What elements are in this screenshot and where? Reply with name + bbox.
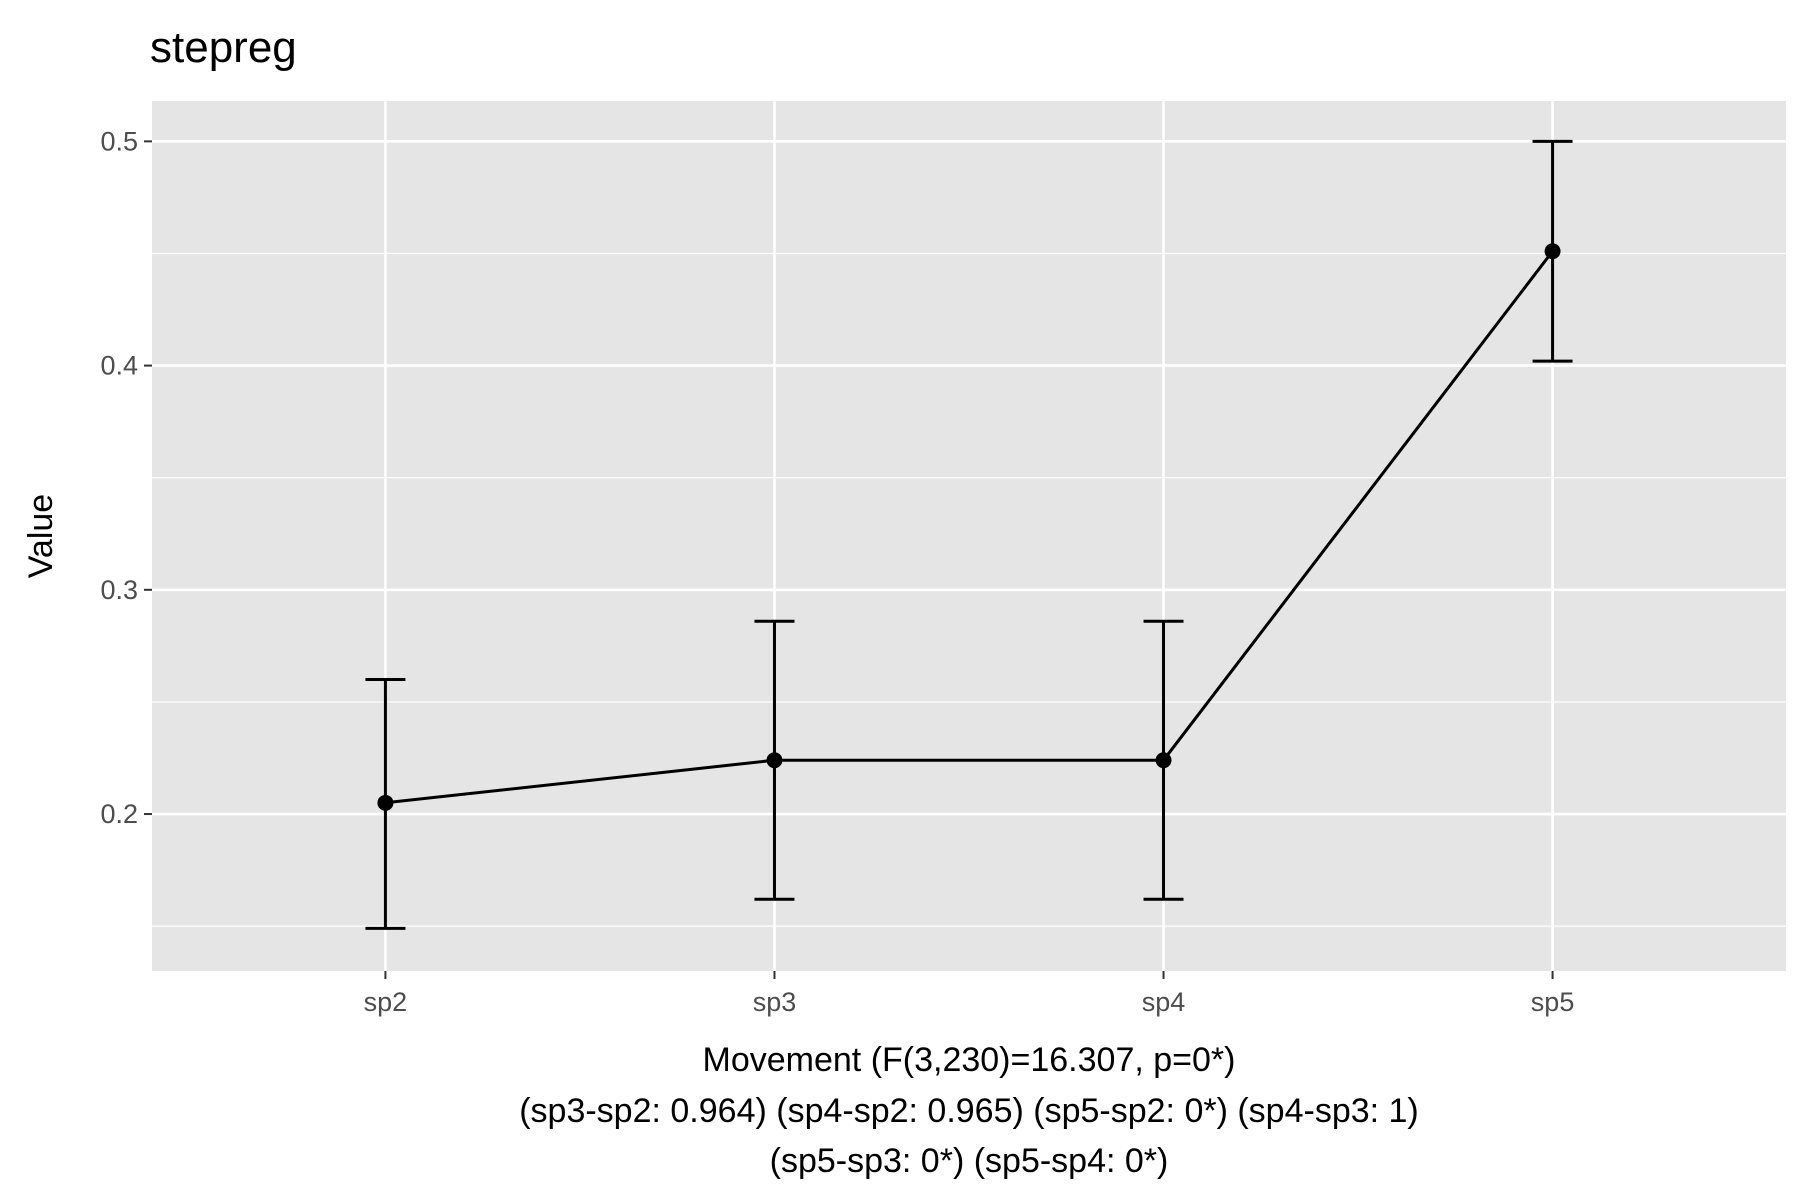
y-axis-ticks: 0.2 0.3 0.4 0.5	[100, 126, 152, 829]
x-axis-title-line-3: (sp5-sp3: 0*) (sp5-sp4: 0*)	[770, 1142, 1169, 1180]
data-point	[1155, 752, 1172, 769]
x-axis-ticks: sp2 sp3 sp4 sp5	[364, 971, 1575, 1017]
x-tick-label: sp3	[753, 987, 797, 1017]
data-point	[377, 794, 394, 811]
x-axis-title-line-1: Movement (F(3,230)=16.307, p=0*)	[703, 1041, 1236, 1079]
x-tick-label: sp5	[1531, 987, 1575, 1017]
series-line	[385, 250, 1554, 805]
data-point	[766, 752, 783, 769]
chart-title: stepreg	[150, 23, 297, 72]
data-points	[377, 243, 1561, 811]
y-tick-label: 0.4	[100, 351, 138, 381]
data-point	[1544, 243, 1561, 260]
y-tick-label: 0.2	[100, 799, 138, 829]
grid-minor	[152, 252, 1786, 927]
y-tick-label: 0.3	[100, 575, 138, 605]
plot-panel	[152, 101, 1786, 971]
y-tick-label: 0.5	[100, 126, 138, 156]
x-tick-label: sp4	[1142, 987, 1186, 1017]
y-axis-title: Value	[22, 494, 60, 578]
x-axis-title-line-2: (sp3-sp2: 0.964) (sp4-sp2: 0.965) (sp5-s…	[519, 1092, 1419, 1130]
x-tick-label: sp2	[364, 987, 408, 1017]
